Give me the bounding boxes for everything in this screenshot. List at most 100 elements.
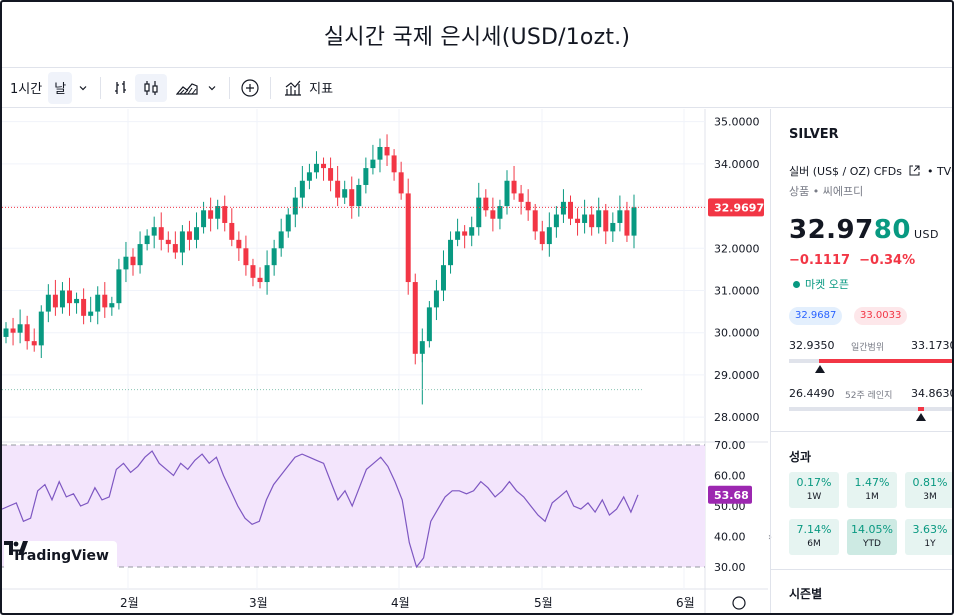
compare-plus-icon[interactable] <box>236 74 264 102</box>
last-price-main: 32.97 <box>789 215 874 245</box>
interval-day-button[interactable]: 날 <box>48 71 73 104</box>
interval-dropdown-chevron-down-icon[interactable] <box>72 72 94 104</box>
candle-body <box>74 298 80 304</box>
area-chart-style-icon[interactable] <box>173 74 201 102</box>
day-range-low: 32.9350 <box>789 339 835 352</box>
candle-body <box>81 298 87 316</box>
chart-settings-gear-icon[interactable] <box>732 596 746 610</box>
exchange-name[interactable]: TVC <box>936 165 952 178</box>
perf-period: 6M <box>807 539 821 549</box>
candle-body <box>617 210 623 223</box>
perf-period: 1W <box>806 492 822 502</box>
price-tick-label: 31.0000 <box>714 284 760 297</box>
candle-body <box>412 282 418 354</box>
time-tick-label: 4월 <box>391 596 410 610</box>
candle-body <box>116 269 122 304</box>
indicators-button[interactable]: 지표 <box>277 72 339 104</box>
bar-chart-style-icon[interactable] <box>107 74 135 102</box>
symbol-description-text: 실버 (US$ / OZ) CFDs <box>789 165 902 178</box>
perf-value: 14.05% <box>851 523 893 536</box>
perf-tile-1w[interactable]: 0.17% 1W <box>789 472 839 508</box>
last-price-tag-label: 32.9697 <box>714 201 764 214</box>
rsi-tick-label: 40.00 <box>714 531 746 544</box>
candlestick-style-icon[interactable] <box>135 73 168 102</box>
time-tick-label: 2월 <box>120 596 139 610</box>
candle-body <box>186 231 192 240</box>
candle-body <box>208 210 214 219</box>
last-price-tag <box>708 198 764 217</box>
candle-body <box>483 197 489 211</box>
candle-body <box>95 294 101 312</box>
price-change: −0.1117 −0.34% <box>789 253 915 268</box>
candle-body <box>560 201 566 215</box>
candle-body <box>525 201 531 211</box>
candle-body <box>264 265 270 283</box>
rsi-tick-label: 30.00 <box>714 561 746 574</box>
perf-tile-1m[interactable]: 1.47% 1M <box>847 472 897 508</box>
candle-body <box>567 201 573 219</box>
market-open-dot-icon <box>793 281 800 288</box>
candle-body <box>38 311 44 346</box>
last-price-tail: 80 <box>873 215 911 245</box>
ask-badge: 33.0033 <box>854 307 908 325</box>
bid-badge: 32.9687 <box>789 307 843 325</box>
chart-area[interactable]: 35.000034.000033.000032.000031.000030.00… <box>2 109 768 615</box>
candle-body <box>52 294 58 308</box>
interval-1h-button[interactable]: 1시간 <box>10 82 43 97</box>
market-status: 마켓 오픈 <box>793 276 849 292</box>
tradingview-logo[interactable]: TradingView <box>4 541 117 571</box>
candle-body <box>328 168 334 181</box>
page-title: 실시간 국제 은시세(USD/1ozt.) <box>2 2 952 68</box>
candle-body <box>448 239 454 266</box>
candle-body <box>440 265 446 291</box>
rsi-band <box>2 445 705 567</box>
price-chart[interactable]: 35.000034.000033.000032.000031.000030.00… <box>2 109 768 615</box>
candle-body <box>631 207 637 236</box>
last-price: 32.9780 USD <box>789 215 939 245</box>
week52-range-low: 26.4490 <box>789 387 835 400</box>
perf-tile-3m[interactable]: 0.81% 3M <box>905 472 952 508</box>
perf-value: 3.63% <box>912 523 948 536</box>
candle-body <box>278 231 284 249</box>
candle-body <box>497 206 503 219</box>
perf-period: 3M <box>923 492 937 502</box>
week52-range-fill <box>918 407 924 411</box>
market-status-text: 마켓 오픈 <box>805 278 849 291</box>
symbol-name[interactable]: SILVER <box>789 127 839 142</box>
candle-body <box>299 180 305 198</box>
perf-period: 1M <box>865 492 879 502</box>
perf-tile-1y[interactable]: 3.63% 1Y <box>905 519 952 555</box>
candle-body <box>518 193 524 202</box>
perf-value: 0.81% <box>912 476 948 489</box>
symbol-details-panel: SILVER 실버 (US$ / OZ) CFDs • TVC 상품 • 씨에프… <box>770 109 952 613</box>
candle-body <box>67 290 73 304</box>
candle-body <box>59 290 65 308</box>
candle-body <box>589 214 595 228</box>
candle-body <box>490 210 496 219</box>
candle-body <box>335 180 341 198</box>
candle-body <box>123 256 129 270</box>
candle-body <box>419 341 425 354</box>
rsi-value-tag-label: 53.68 <box>714 489 749 502</box>
chart-toolbar: 1시간 날 지표 <box>2 68 952 108</box>
perf-tile-6m[interactable]: 7.14% 6M <box>789 519 839 555</box>
perf-tile-ytd[interactable]: 14.05% YTD <box>847 519 897 555</box>
candle-body <box>553 214 559 228</box>
candle-body <box>250 265 256 278</box>
day-range-marker-icon <box>815 365 825 373</box>
perf-period: 1Y <box>924 539 936 549</box>
candle-body <box>610 222 616 232</box>
candle-body <box>10 328 16 333</box>
price-tick-label: 34.0000 <box>714 158 760 171</box>
external-link-icon[interactable] <box>909 165 920 176</box>
candle-body <box>596 210 602 228</box>
candle-body <box>349 189 355 207</box>
symbol-category: 상품 • 씨에프디 <box>789 185 864 198</box>
price-tick-label: 32.0000 <box>714 242 760 255</box>
candle-body <box>532 210 538 232</box>
price-change-pct: −0.34% <box>859 253 916 268</box>
indicators-icon <box>285 80 302 96</box>
chart-style-chevron-down-icon[interactable] <box>201 72 223 104</box>
candle-body <box>511 180 517 194</box>
